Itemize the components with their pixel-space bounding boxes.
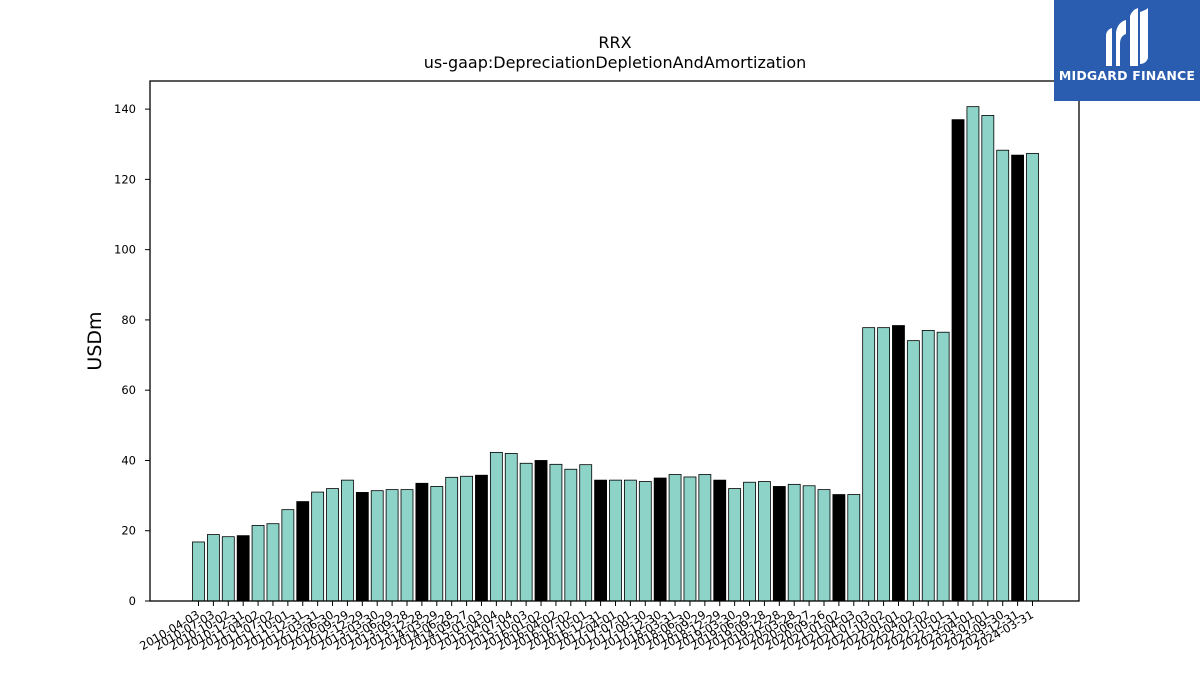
bar-2013-06-29 (385, 489, 399, 602)
bar-2011-07-02 (266, 523, 280, 602)
x-axis-ticks: 2010-04-032010-07-032010-10-022010-12-31… (137, 601, 1036, 653)
bar-2022-07-02 (921, 330, 935, 602)
bar-2015-01-03 (475, 474, 488, 602)
bar-2014-06-28 (445, 476, 459, 602)
bar-2010-04-03 (192, 541, 205, 602)
y-tick-label: 60 (121, 383, 136, 397)
bar-2012-09-29 (341, 479, 354, 602)
bars-group (192, 106, 1039, 602)
bar-2016-01-02 (534, 460, 548, 602)
bar-2017-04-01 (609, 479, 622, 602)
bar-2014-09-27 (460, 475, 473, 602)
bar-2021-01-02 (832, 494, 846, 602)
bar-2016-04-02 (549, 463, 563, 602)
bar-2018-09-29 (698, 474, 712, 602)
bar-2020-09-26 (817, 489, 831, 602)
midgard-logo-icon (1106, 8, 1148, 66)
logo-text: MIDGARD FINANCE (1058, 68, 1196, 83)
bar-2019-12-28 (772, 486, 786, 602)
bar-2020-06-27 (802, 485, 816, 602)
bar-2017-12-30 (653, 477, 667, 602)
bar-2018-03-31 (668, 474, 682, 602)
bar-2019-06-29 (743, 481, 756, 602)
bar-2024-03-31 (1026, 152, 1039, 602)
bar-2015-07-04 (504, 453, 518, 602)
y-tick-label: 140 (114, 102, 136, 116)
bar-2014-03-29 (430, 486, 444, 602)
plot-frame (149, 80, 1080, 602)
bar-2012-03-31 (311, 491, 325, 602)
y-tick-label: 20 (121, 524, 136, 538)
bar-2010-12-31 (236, 535, 250, 602)
bar-2010-10-02 (221, 536, 235, 602)
bar-2010-07-03 (206, 534, 220, 602)
bar-2021-10-02 (877, 327, 890, 602)
bar-2022-12-31 (951, 119, 965, 602)
bar-2015-10-03 (519, 462, 533, 602)
y-tick-label: 120 (114, 172, 136, 186)
bar-2016-07-02 (564, 468, 578, 602)
bar-2015-04-04 (489, 451, 503, 602)
midgard-finance-logo: MIDGARD FINANCE (1054, 0, 1200, 101)
bar-2016-10-01 (579, 464, 593, 602)
bar-2011-04-02 (251, 525, 265, 602)
bar-2018-06-30 (683, 476, 697, 602)
y-tick-label: 0 (129, 594, 136, 608)
bar-2012-06-30 (326, 488, 339, 602)
chart-title: RRX (598, 33, 631, 52)
bar-2017-09-30 (638, 481, 652, 602)
bar-2017-07-01 (623, 479, 637, 602)
chart-subtitle: us-gaap:DepreciationDepletionAndAmortiza… (424, 53, 807, 72)
y-tick-label: 40 (121, 453, 136, 467)
bar-2023-07-01 (981, 115, 995, 602)
bar-2019-09-28 (758, 481, 771, 602)
bar-2013-09-28 (400, 489, 414, 602)
bar-2016-12-31 (594, 479, 608, 602)
bar-2020-03-28 (787, 483, 801, 602)
bar-2019-03-30 (728, 488, 742, 602)
y-axis-label: USDm (84, 311, 106, 370)
bar-2013-03-30 (370, 490, 384, 602)
bar-2022-01-01 (892, 325, 905, 602)
bar-2021-07-03 (862, 327, 876, 602)
bar-2013-12-28 (415, 482, 429, 602)
bar-2023-04-01 (966, 106, 980, 602)
y-tick-label: 80 (121, 313, 136, 327)
bar-2012-12-29 (355, 492, 369, 602)
y-tick-label: 100 (114, 243, 136, 257)
bar-2023-12-31 (1011, 154, 1025, 602)
bar-2022-10-01 (936, 331, 950, 602)
bar-2021-04-03 (847, 494, 861, 602)
bar-2023-09-30 (996, 149, 1010, 602)
bar-2022-04-02 (906, 340, 920, 602)
bar-2011-10-01 (281, 509, 295, 602)
bar-2018-12-29 (713, 479, 727, 602)
y-axis-ticks: 0 20 40 60 80 100 120 140 (114, 102, 150, 608)
bar-2011-12-31 (296, 501, 310, 602)
